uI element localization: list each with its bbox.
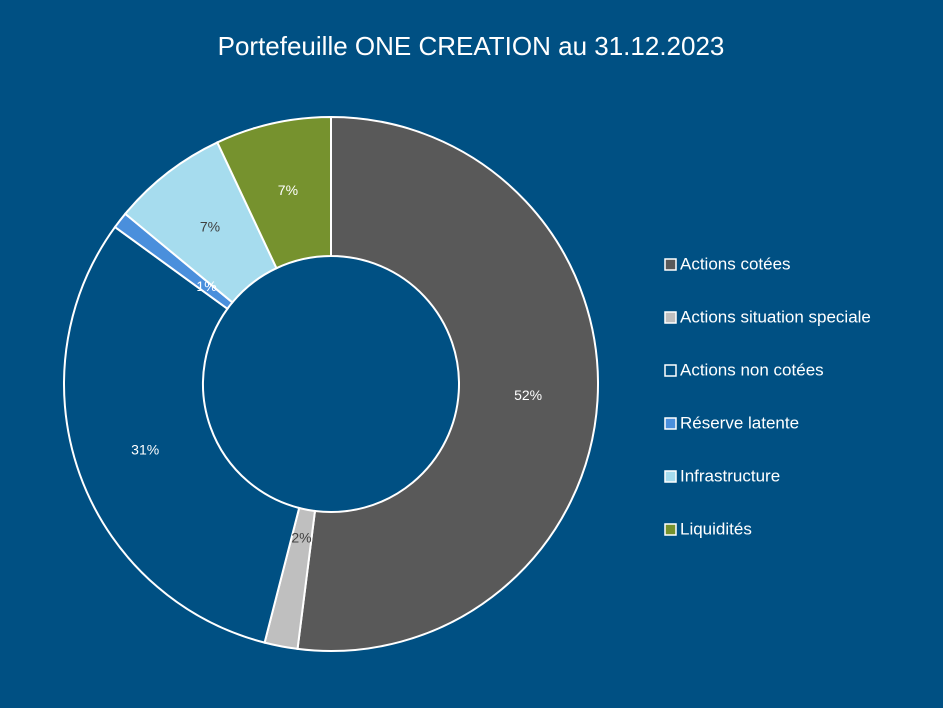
legend-swatch — [664, 417, 677, 430]
legend-label: Réserve latente — [680, 413, 799, 432]
legend-label: Actions situation speciale — [680, 307, 871, 326]
legend-label: Infrastructure — [680, 466, 780, 485]
data-label: 31% — [131, 442, 159, 458]
data-label: 7% — [278, 182, 298, 198]
data-label: 1% — [196, 278, 216, 294]
slice — [63, 225, 301, 644]
legend-label: Actions cotées — [680, 254, 791, 273]
legend-label: Actions non cotées — [680, 360, 824, 379]
legend-swatch — [664, 364, 677, 377]
legend-swatch — [664, 258, 677, 271]
slice — [296, 115, 599, 652]
chart-title: Portefeuille ONE CREATION au 31.12.2023 — [218, 31, 725, 61]
data-label: 52% — [514, 387, 542, 403]
data-label: 2% — [291, 529, 311, 545]
legend-swatch — [664, 523, 677, 536]
legend-label: Liquidités — [680, 519, 752, 538]
slice — [215, 115, 332, 270]
legend-swatch — [664, 470, 677, 483]
legend-swatch — [664, 311, 677, 324]
data-label: 7% — [200, 219, 220, 235]
